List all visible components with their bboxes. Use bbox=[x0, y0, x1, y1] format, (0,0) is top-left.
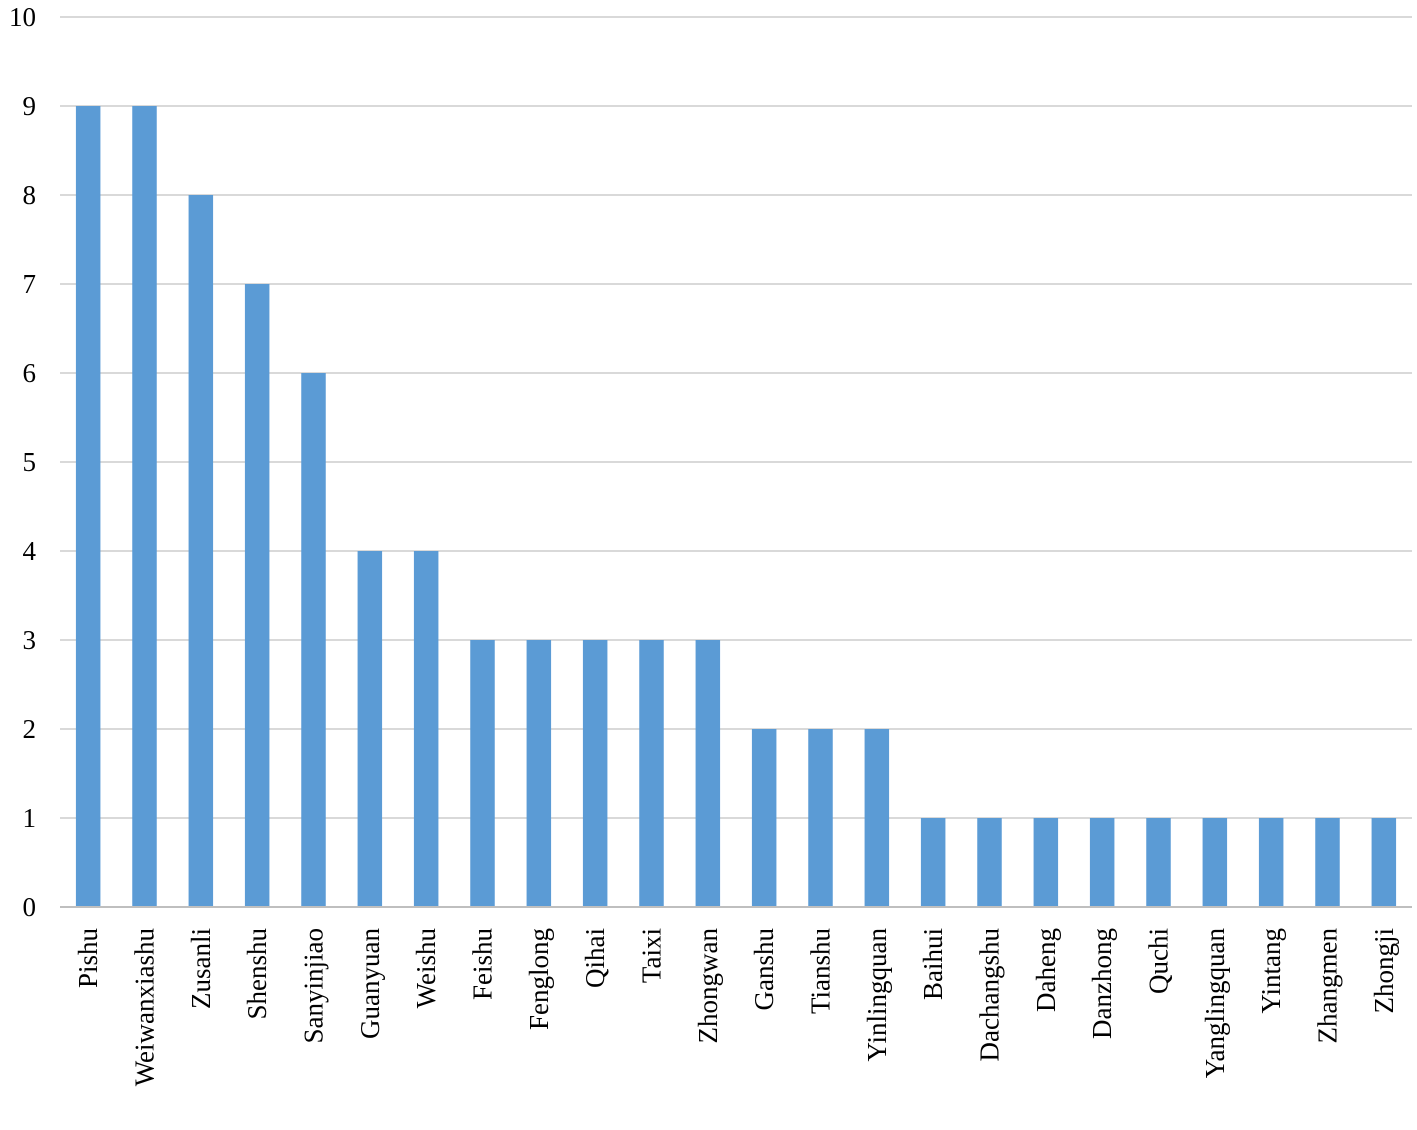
bar-ganshu bbox=[751, 729, 777, 907]
y-tick-label: 3 bbox=[23, 625, 37, 655]
bar-guanyuan bbox=[357, 551, 383, 907]
bar-zhongwan bbox=[695, 640, 721, 907]
x-category-label: Feishu bbox=[468, 928, 498, 1001]
x-axis-category-labels: Pishu Weiwanxiashu Zusanli Shenshu Sanyinjia… bbox=[73, 928, 1399, 1087]
bar-daheng bbox=[1033, 818, 1059, 907]
y-tick-label: 8 bbox=[23, 180, 37, 210]
x-category-label: Weiwanxiashu bbox=[130, 928, 160, 1087]
bar-quchi bbox=[1146, 818, 1171, 907]
bar-zhangmen bbox=[1315, 818, 1340, 907]
x-category-label: Yinlingquan bbox=[862, 928, 892, 1062]
bar-zhongji bbox=[1371, 818, 1397, 907]
bar-taixi bbox=[639, 640, 664, 907]
x-category-label: Shenshu bbox=[242, 928, 272, 1020]
x-category-label: Ganshu bbox=[749, 928, 779, 1011]
y-tick-label: 0 bbox=[23, 892, 37, 922]
x-category-label: Tianshu bbox=[806, 928, 836, 1015]
bar-qihai bbox=[582, 640, 608, 907]
bar-tianshu bbox=[808, 729, 833, 907]
x-category-label: Guanyuan bbox=[355, 928, 385, 1039]
bar-dachangshu bbox=[977, 818, 1002, 907]
x-category-label: Baihui bbox=[918, 928, 948, 1000]
x-category-label: Pishu bbox=[73, 928, 103, 989]
bar-yintang bbox=[1258, 818, 1284, 907]
y-axis-tick-labels: 0 1 2 3 4 5 6 7 8 9 10 bbox=[9, 2, 37, 922]
x-category-label: Zhangmen bbox=[1313, 928, 1343, 1044]
x-category-label: Zusanli bbox=[186, 928, 216, 1009]
bar-yinlingquan bbox=[864, 729, 890, 907]
x-category-label: Fenglong bbox=[524, 928, 554, 1030]
bar-weiwanxiashu bbox=[132, 106, 157, 907]
bar-yanglingquan bbox=[1202, 818, 1228, 907]
x-category-label: Weishu bbox=[411, 928, 441, 1009]
gridlines bbox=[60, 16, 1412, 819]
y-tick-label: 5 bbox=[23, 447, 37, 477]
y-tick-label: 7 bbox=[23, 269, 37, 299]
x-category-label: Dachangshu bbox=[975, 928, 1005, 1062]
y-tick-label: 4 bbox=[23, 536, 37, 566]
bars bbox=[75, 106, 1397, 907]
x-category-label: Zhongji bbox=[1369, 928, 1399, 1014]
bar-danzhong bbox=[1089, 818, 1115, 907]
bar-pishu bbox=[75, 106, 101, 907]
bar-zusanli bbox=[188, 195, 214, 907]
x-category-label: Qihai bbox=[580, 928, 610, 988]
x-category-label: Quchi bbox=[1144, 928, 1174, 994]
y-tick-label: 9 bbox=[23, 91, 37, 121]
x-category-label: Sanyinjiao bbox=[299, 928, 329, 1044]
bar-weishu bbox=[413, 551, 439, 907]
y-tick-label: 2 bbox=[23, 714, 37, 744]
y-tick-label: 6 bbox=[23, 358, 37, 388]
y-tick-label: 1 bbox=[23, 803, 37, 833]
x-category-label: Zhongwan bbox=[693, 928, 723, 1044]
y-tick-label: 10 bbox=[9, 2, 36, 32]
bar-feishu bbox=[470, 640, 495, 907]
bar-baihui bbox=[920, 818, 946, 907]
x-category-label: Yintang bbox=[1256, 928, 1286, 1014]
x-category-label: Yanglingquan bbox=[1200, 928, 1230, 1079]
x-category-label: Danzhong bbox=[1087, 928, 1117, 1039]
x-category-label: Taixi bbox=[637, 928, 667, 983]
bar-shenshu bbox=[244, 284, 270, 907]
bar-sanyinjiao bbox=[301, 373, 326, 907]
bar-fenglong bbox=[526, 640, 552, 907]
x-category-label: Daheng bbox=[1031, 928, 1061, 1012]
